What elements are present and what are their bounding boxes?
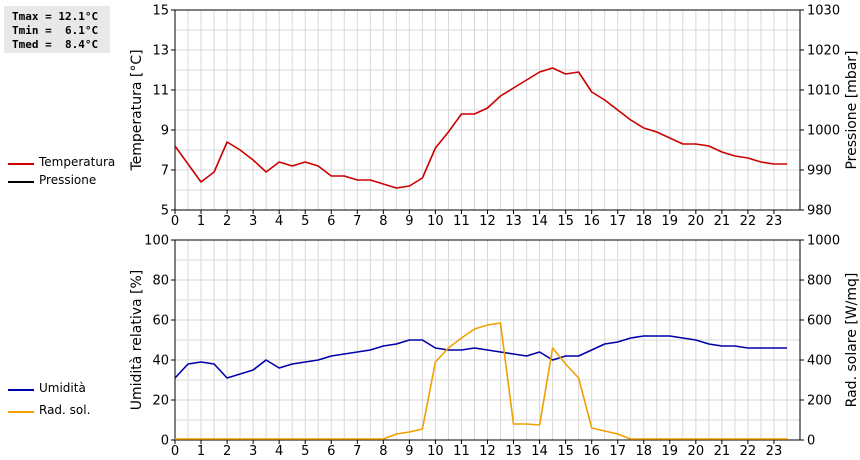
legend-swatch-umidita xyxy=(8,389,34,391)
bottom-xtick-label: 6 xyxy=(327,444,335,459)
bottom-ytick-label-left: 0 xyxy=(161,434,169,449)
legend-swatch-pressione xyxy=(8,181,34,183)
bottom-xtick-label: 0 xyxy=(171,444,179,459)
top-ytick-label-right: 1020 xyxy=(807,44,840,59)
top-ytick-label-right: 1030 xyxy=(807,4,840,19)
top-xtick-label: 1 xyxy=(197,214,205,229)
stat-tmax: Tmax = 12.1°C xyxy=(12,10,99,23)
top-ytick-label-left: 7 xyxy=(161,164,169,179)
bottom-xtick-label: 9 xyxy=(405,444,413,459)
bottom-ytick-label-right: 0 xyxy=(807,434,815,449)
top-ytick-label-left: 13 xyxy=(152,44,169,59)
legend-label-rad-sol: Rad. sol. xyxy=(39,403,91,417)
bottom-xtick-label: 4 xyxy=(275,444,283,459)
bottom-ytick-label-left: 60 xyxy=(152,314,169,329)
bottom-xtick-label: 17 xyxy=(609,444,626,459)
bottom-ytick-label-right: 800 xyxy=(807,274,832,289)
bottom-xtick-label: 5 xyxy=(301,444,309,459)
top-xtick-label: 8 xyxy=(379,214,387,229)
bottom-xtick-label: 13 xyxy=(505,444,522,459)
top-xtick-label: 11 xyxy=(453,214,470,229)
top-xtick-label: 15 xyxy=(557,214,574,229)
bottom-series-line-1 xyxy=(175,322,787,440)
top-ylabel-right: Pressione [mbar] xyxy=(844,50,860,169)
bottom-xtick-label: 12 xyxy=(479,444,496,459)
top-xtick-label: 7 xyxy=(353,214,361,229)
bottom-xtick-label: 18 xyxy=(635,444,652,459)
top-ylabel-left: Temperatura [°C] xyxy=(129,49,145,171)
top-series-line-0 xyxy=(174,67,787,189)
bottom-xtick-label: 23 xyxy=(766,444,783,459)
bottom-ytick-label-left: 40 xyxy=(152,354,169,369)
bottom-xtick-label: 1 xyxy=(197,444,205,459)
top-xtick-label: 0 xyxy=(171,214,179,229)
top-ytick-label-right: 980 xyxy=(807,204,832,219)
top-xtick-label: 21 xyxy=(714,214,731,229)
top-xtick-label: 23 xyxy=(766,214,783,229)
stats-box: Tmax = 12.1°C Tmin = 6.1°C Tmed = 8.4°C xyxy=(4,6,110,53)
top-ytick-label-right: 990 xyxy=(807,164,832,179)
top-xtick-label: 16 xyxy=(583,214,600,229)
stat-tmin: Tmin = 6.1°C xyxy=(12,24,99,37)
legend-label-pressione: Pressione xyxy=(39,173,97,187)
bottom-ytick-label-right: 600 xyxy=(807,314,832,329)
bottom-xtick-label: 8 xyxy=(379,444,387,459)
legend-swatch-temperatura xyxy=(8,163,34,165)
top-xtick-label: 19 xyxy=(662,214,679,229)
top-ytick-label-left: 5 xyxy=(161,204,169,219)
top-xtick-label: 3 xyxy=(249,214,257,229)
top-xtick-label: 18 xyxy=(635,214,652,229)
top-ytick-label-left: 11 xyxy=(152,84,169,99)
bottom-ytick-label-left: 80 xyxy=(152,274,169,289)
bottom-ytick-label-left: 100 xyxy=(144,234,169,249)
top-xtick-label: 9 xyxy=(405,214,413,229)
bottom-ytick-label-right: 200 xyxy=(807,394,832,409)
top-xtick-label: 2 xyxy=(223,214,231,229)
bottom-xtick-label: 22 xyxy=(740,444,757,459)
bottom-xtick-label: 2 xyxy=(223,444,231,459)
bottom-xtick-label: 15 xyxy=(557,444,574,459)
bottom-xtick-label: 14 xyxy=(531,444,548,459)
bottom-xtick-label: 7 xyxy=(353,444,361,459)
bottom-ytick-label-right: 1000 xyxy=(807,234,840,249)
top-xtick-label: 14 xyxy=(531,214,548,229)
top-xtick-label: 4 xyxy=(275,214,283,229)
bottom-xtick-label: 16 xyxy=(583,444,600,459)
bottom-ytick-label-left: 20 xyxy=(152,394,169,409)
legend-label-temperatura: Temperatura xyxy=(39,155,116,169)
bottom-xtick-label: 21 xyxy=(714,444,731,459)
top-ytick-label-left: 15 xyxy=(152,4,169,19)
bottom-xtick-label: 11 xyxy=(453,444,470,459)
top-xtick-label: 5 xyxy=(301,214,309,229)
legend-label-umidita: Umidità xyxy=(39,381,86,395)
top-ytick-label-left: 9 xyxy=(161,124,169,139)
legend-swatch-rad-sol xyxy=(8,411,34,413)
top-xtick-label: 20 xyxy=(688,214,705,229)
bottom-xtick-label: 3 xyxy=(249,444,257,459)
bottom-xtick-label: 20 xyxy=(688,444,705,459)
bottom-xtick-label: 19 xyxy=(662,444,679,459)
top-xtick-label: 22 xyxy=(740,214,757,229)
bottom-ylabel-left: Umidità relativa [%] xyxy=(129,270,145,411)
top-ytick-label-right: 1010 xyxy=(807,84,840,99)
top-xtick-label: 12 xyxy=(479,214,496,229)
bottom-series-line-0 xyxy=(174,335,787,379)
stat-tmed: Tmed = 8.4°C xyxy=(12,38,99,51)
top-xtick-label: 17 xyxy=(609,214,626,229)
bottom-xtick-label: 10 xyxy=(427,444,444,459)
bottom-ytick-label-right: 400 xyxy=(807,354,832,369)
top-xtick-label: 13 xyxy=(505,214,522,229)
top-xtick-label: 10 xyxy=(427,214,444,229)
top-ytick-label-right: 1000 xyxy=(807,124,840,139)
top-xtick-label: 6 xyxy=(327,214,335,229)
bottom-ylabel-right: Rad. solare [W/mq] xyxy=(844,273,860,408)
